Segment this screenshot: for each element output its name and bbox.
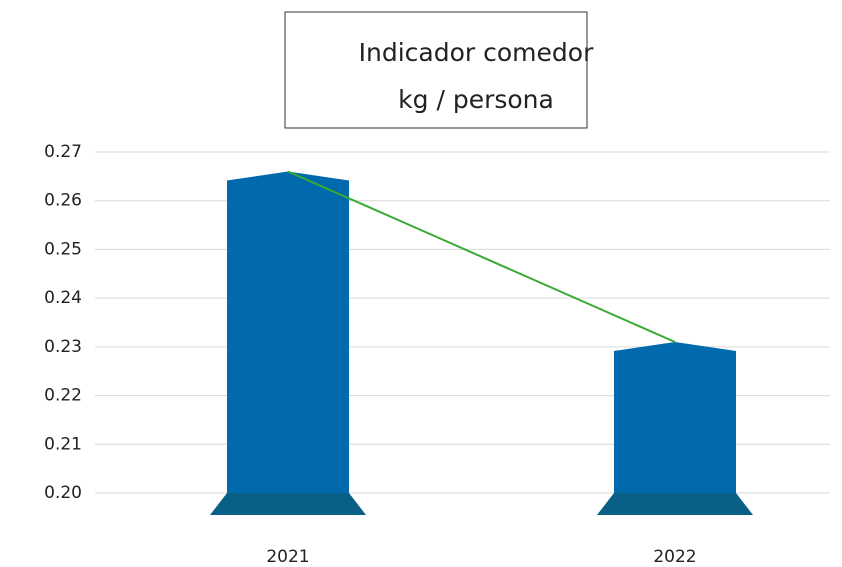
- bar-base: [210, 493, 366, 515]
- chart-subtitle: kg / persona: [398, 85, 554, 114]
- y-tick-label: 0.27: [44, 142, 82, 162]
- y-tick-label: 0.23: [44, 337, 82, 357]
- x-tick-label: 2021: [266, 547, 309, 567]
- y-tick-label: 0.26: [44, 191, 82, 211]
- y-tick-label: 0.21: [44, 434, 82, 454]
- trend-line: [287, 170, 676, 343]
- bar-base: [597, 493, 753, 515]
- bar: [227, 171, 349, 493]
- y-tick-label: 0.25: [44, 239, 82, 259]
- title-box: [284, 11, 588, 129]
- y-tick-label: 0.24: [44, 288, 82, 308]
- y-tick-label: 0.22: [44, 386, 82, 406]
- bar: [614, 341, 736, 493]
- y-tick-label: 0.20: [44, 483, 82, 503]
- x-tick-label: 2022: [653, 547, 696, 567]
- chart-title: Indicador comedor: [359, 38, 594, 67]
